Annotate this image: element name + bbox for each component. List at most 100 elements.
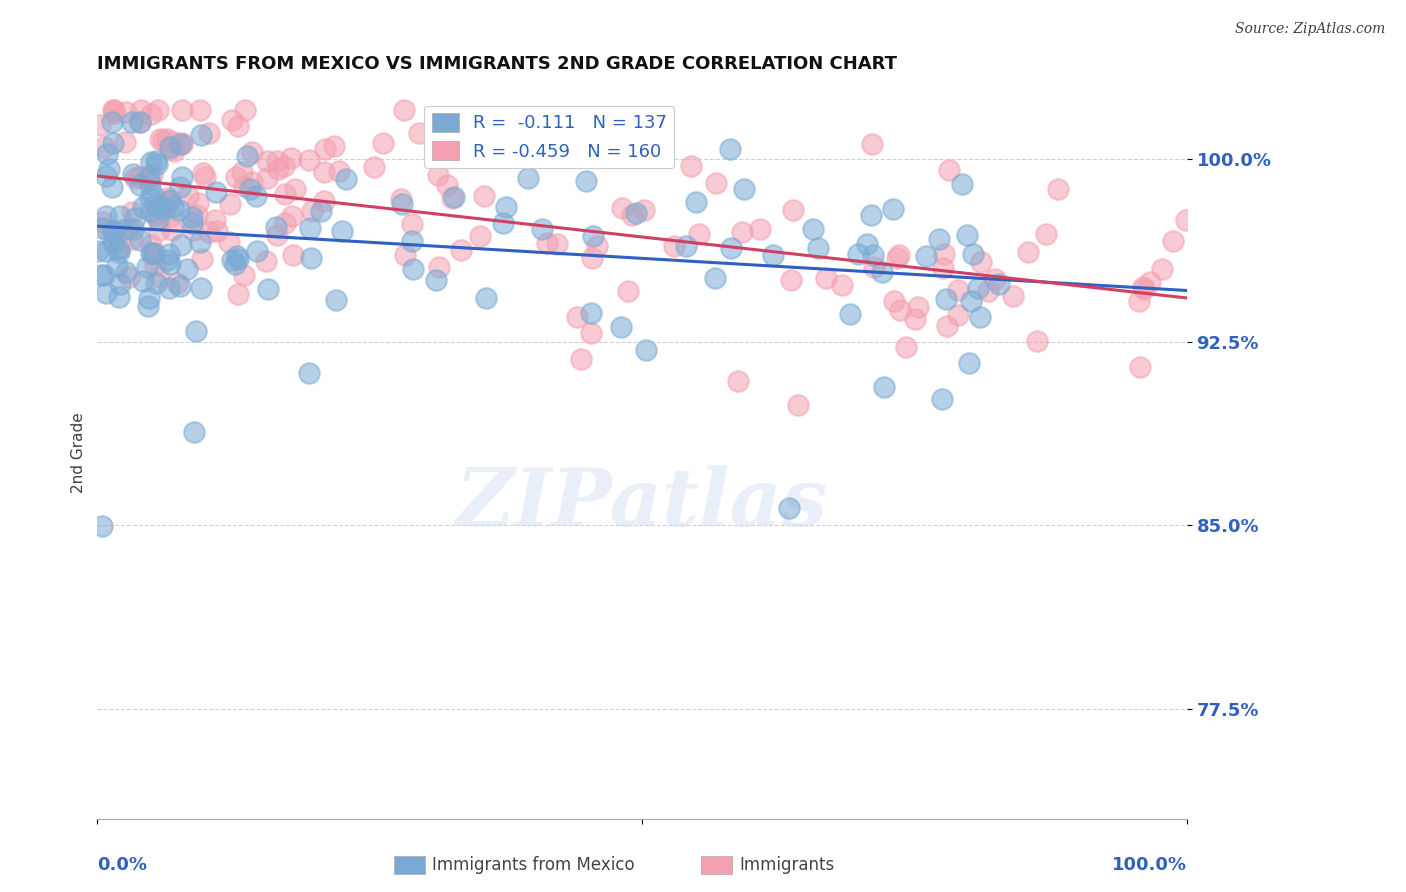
Point — [256, 170, 278, 185]
Point — [136, 260, 159, 274]
Point — [807, 241, 830, 255]
Point — [870, 265, 893, 279]
Point — [839, 307, 862, 321]
Point — [107, 242, 129, 256]
Point — [1152, 262, 1174, 277]
Point — [1161, 234, 1184, 248]
Point — [675, 239, 697, 253]
Point — [121, 232, 143, 246]
Point — [704, 176, 727, 190]
Point — [93, 140, 115, 154]
Point — [233, 103, 256, 118]
Point — [299, 251, 322, 265]
Point — [121, 204, 143, 219]
Point — [322, 139, 344, 153]
Point — [169, 136, 191, 151]
Point — [731, 225, 754, 239]
Point — [128, 169, 150, 184]
Point — [882, 202, 904, 217]
Point — [181, 210, 204, 224]
Point — [231, 164, 253, 178]
Point — [117, 222, 139, 236]
Point — [281, 248, 304, 262]
Point — [114, 265, 136, 279]
Point — [142, 187, 165, 202]
Point — [97, 224, 120, 238]
Point — [226, 252, 249, 267]
Point — [101, 115, 124, 129]
Point — [581, 251, 603, 265]
Point — [1129, 360, 1152, 375]
Point — [312, 194, 335, 208]
Point — [143, 198, 166, 212]
Point — [160, 210, 183, 224]
Point — [1132, 279, 1154, 293]
Text: 0.0%: 0.0% — [97, 856, 148, 874]
Point — [408, 126, 430, 140]
Point — [226, 287, 249, 301]
Point — [110, 209, 132, 223]
Point — [886, 252, 908, 266]
Point — [108, 242, 131, 256]
Point — [475, 292, 498, 306]
Point — [425, 273, 447, 287]
Point — [87, 244, 110, 258]
Point — [314, 164, 336, 178]
Point — [167, 203, 190, 218]
Point — [101, 103, 124, 118]
Point — [468, 229, 491, 244]
Point — [159, 193, 181, 207]
Point — [122, 221, 145, 235]
Point — [184, 325, 207, 339]
Point — [814, 271, 837, 285]
Text: 100.0%: 100.0% — [1112, 856, 1187, 874]
Point — [145, 154, 167, 169]
Point — [153, 202, 176, 216]
Point — [233, 268, 256, 282]
Point — [966, 280, 988, 294]
Point — [233, 178, 256, 193]
Point — [148, 223, 170, 237]
Text: Immigrants from Mexico: Immigrants from Mexico — [432, 856, 634, 874]
Point — [198, 126, 221, 140]
Point — [1001, 288, 1024, 302]
Point — [121, 115, 143, 129]
Point — [152, 133, 174, 147]
Point — [90, 268, 112, 282]
Point — [392, 103, 415, 118]
Point — [633, 202, 655, 217]
Point — [122, 167, 145, 181]
Point — [932, 260, 955, 275]
Point — [495, 200, 517, 214]
Point — [170, 169, 193, 184]
Point — [146, 211, 169, 226]
Point — [727, 374, 749, 388]
Point — [950, 177, 973, 191]
Point — [946, 309, 969, 323]
Point — [159, 257, 181, 271]
Point — [956, 228, 979, 243]
Point — [156, 194, 179, 208]
Point — [94, 285, 117, 300]
Point — [314, 142, 336, 156]
Point — [273, 159, 295, 173]
Point — [224, 257, 246, 271]
Point — [863, 260, 886, 275]
Point — [325, 293, 347, 307]
Point — [101, 224, 124, 238]
Point — [141, 168, 163, 182]
Point — [373, 136, 395, 150]
Point — [207, 224, 229, 238]
Point — [873, 380, 896, 394]
Point — [90, 518, 112, 533]
Point — [129, 115, 152, 129]
Point — [155, 191, 177, 205]
Point — [786, 398, 808, 412]
Point — [103, 136, 125, 150]
Point — [889, 302, 911, 317]
Point — [1025, 334, 1047, 349]
Point — [984, 272, 1007, 286]
Point — [145, 207, 167, 221]
Point — [831, 278, 853, 293]
Point — [103, 103, 125, 118]
